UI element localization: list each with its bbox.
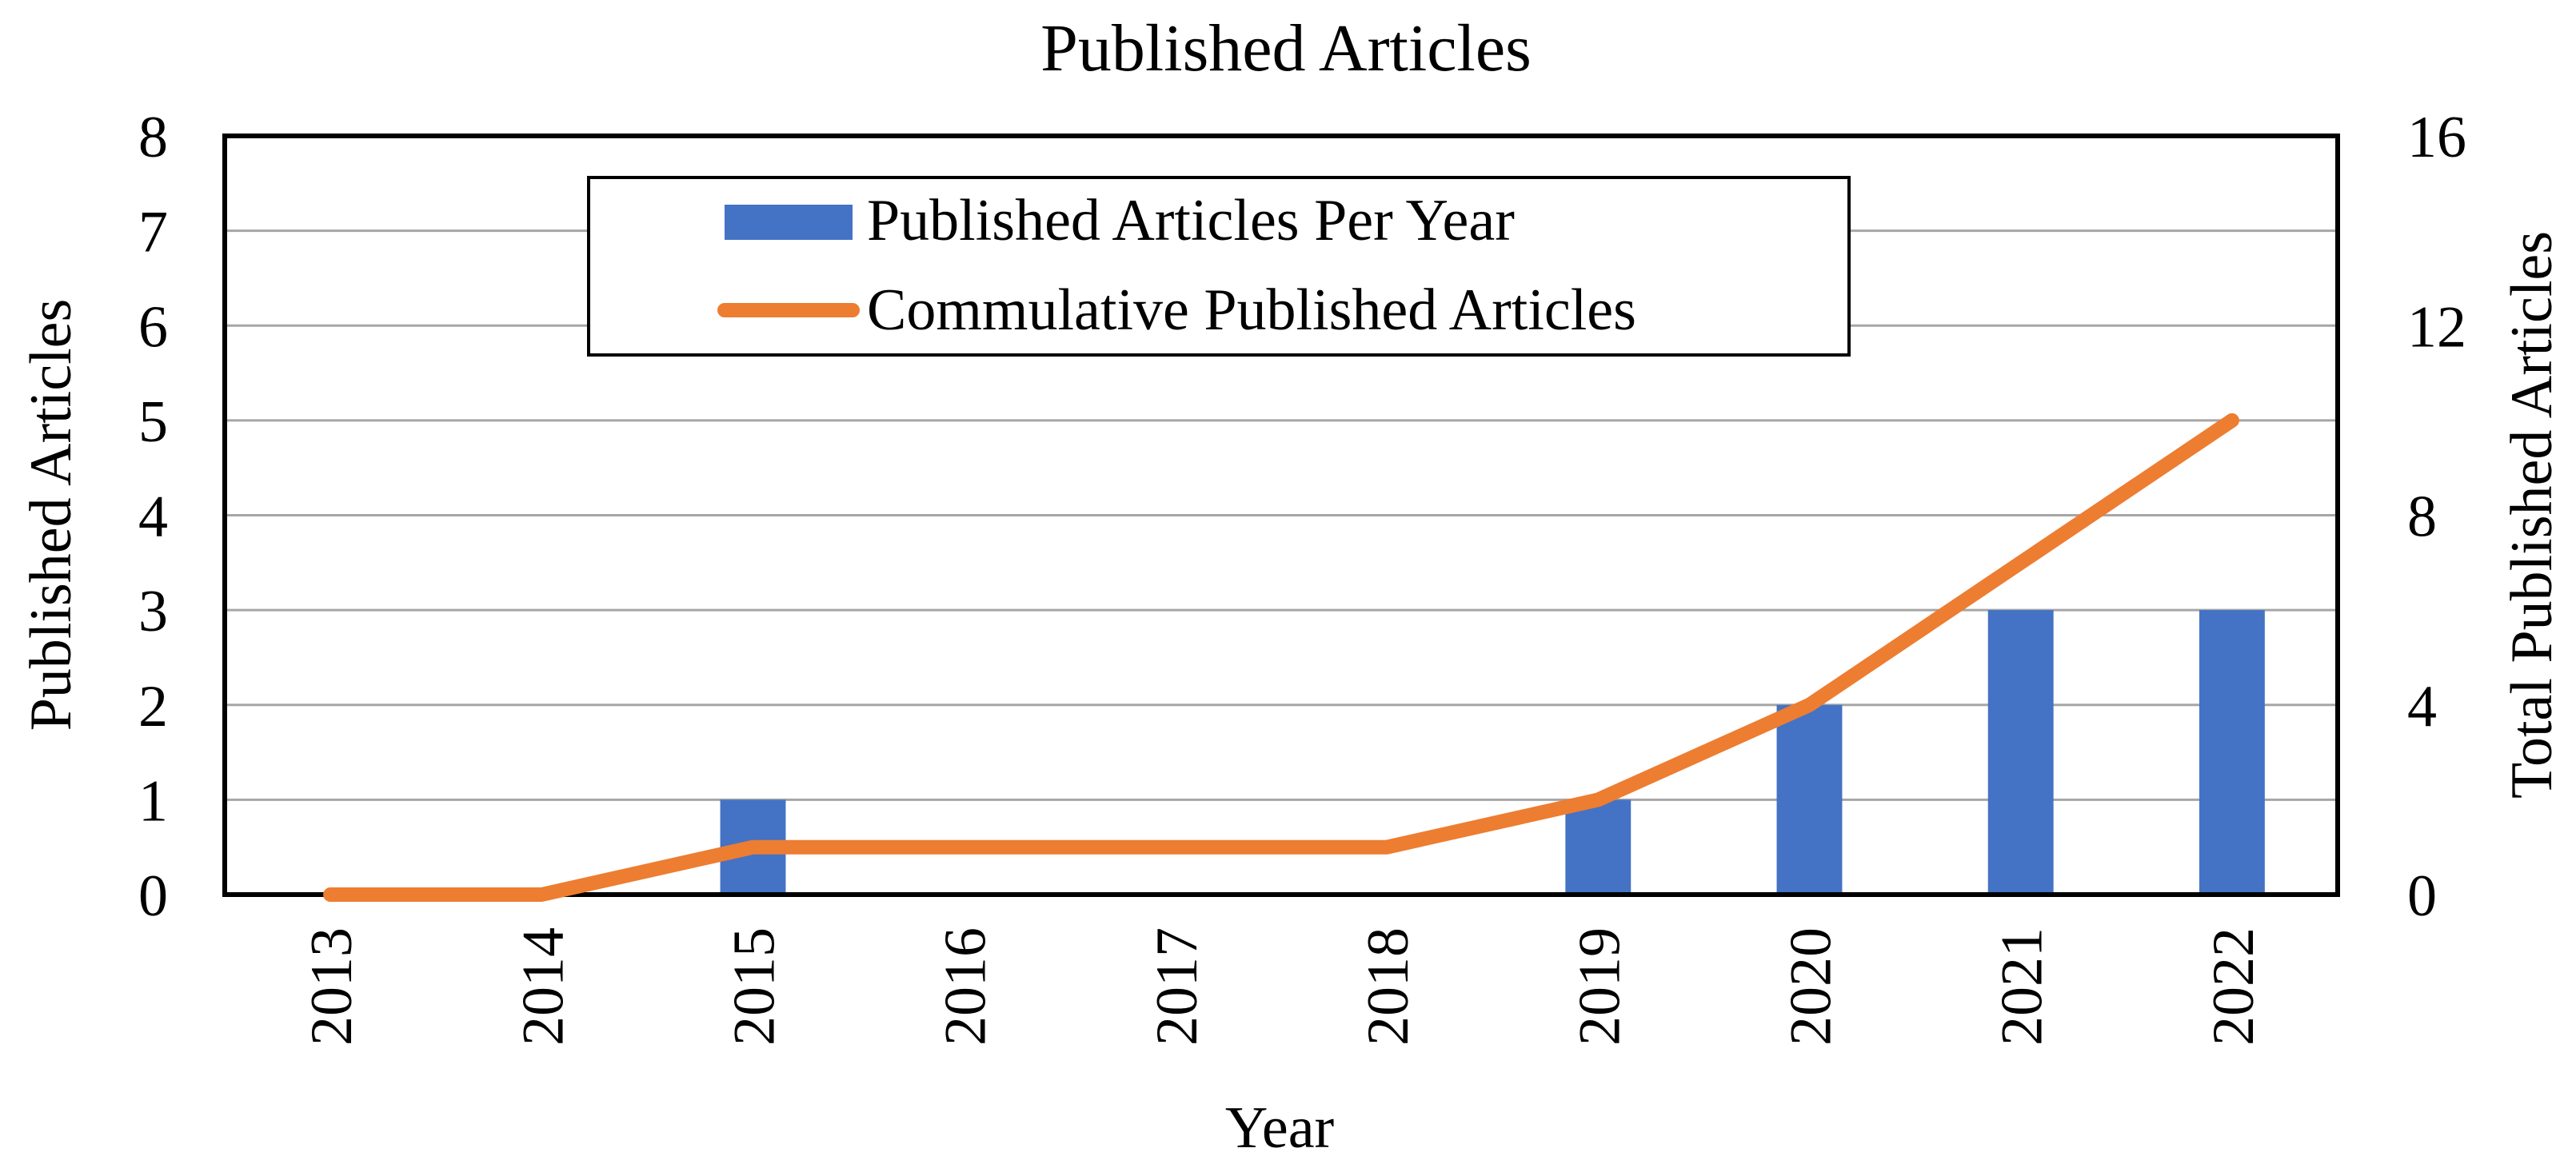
y-tick-label: 8 xyxy=(138,105,168,170)
y-tick-label: 2 xyxy=(138,674,168,739)
legend-swatch-bar xyxy=(725,205,853,240)
line-point-2015 xyxy=(753,847,754,848)
y-tick-label: 1 xyxy=(138,768,168,834)
y-axis-right-ticks: 0 4 8 12 16 xyxy=(2407,105,2466,929)
y2-tick-label: 16 xyxy=(2407,105,2466,170)
bars xyxy=(720,610,2265,895)
y2-axis-label: Total Published Articles xyxy=(2499,231,2565,799)
line-point-2018 xyxy=(1386,847,1388,848)
line-series xyxy=(323,413,2239,902)
y-tick-label: 6 xyxy=(138,294,168,360)
y-tick-label: 7 xyxy=(138,200,168,265)
legend: Published Articles Per Year Commulative … xyxy=(587,176,1851,357)
y2-tick-label: 12 xyxy=(2407,294,2466,360)
bar-2021 xyxy=(1987,610,2054,895)
x-tick-label: 2019 xyxy=(1567,927,1632,1046)
y2-tick-label: 8 xyxy=(2407,484,2437,550)
x-axis-ticks: 2013 2014 2015 2016 2017 2018 2019 2020 2021 2022 xyxy=(299,927,2266,1046)
line-point-2019 xyxy=(1597,799,1599,800)
line-point-2014 xyxy=(541,894,542,895)
y2-tick-label: 4 xyxy=(2407,674,2437,739)
y2-tick-label: 0 xyxy=(2407,863,2437,929)
x-tick-label: 2016 xyxy=(933,927,999,1046)
y-tick-label: 3 xyxy=(138,579,168,644)
bar-2019 xyxy=(1565,799,1631,895)
x-tick-label: 2021 xyxy=(1990,927,2055,1046)
x-tick-label: 2015 xyxy=(722,927,788,1046)
bar-2022 xyxy=(2199,610,2265,895)
x-tick-label: 2013 xyxy=(299,927,365,1046)
x-axis-label: Year xyxy=(1225,1095,1334,1161)
y-tick-label: 4 xyxy=(138,484,168,550)
x-tick-label: 2020 xyxy=(1779,927,1844,1046)
y-axis-label: Published Articles xyxy=(18,299,84,732)
bar-2020 xyxy=(1776,704,1843,895)
x-tick-label: 2014 xyxy=(510,927,576,1046)
line-point-2013 xyxy=(329,894,331,895)
plot-area-border xyxy=(222,134,2340,897)
line-point-2022 xyxy=(2231,420,2233,421)
y-tick-label: 0 xyxy=(138,863,168,929)
line-point-2021 xyxy=(2020,562,2022,564)
legend-label-bar: Published Articles Per Year xyxy=(867,188,1515,253)
x-tick-label: 2018 xyxy=(1356,927,1421,1046)
x-tick-label: 2022 xyxy=(2201,927,2266,1046)
line-point-2016 xyxy=(964,847,965,848)
chart-title: Published Articles xyxy=(1040,11,1532,86)
y-axis-left-ticks: 0 1 2 3 4 5 6 7 8 xyxy=(138,105,168,929)
line-point-2020 xyxy=(1809,704,1811,706)
x-tick-label: 2017 xyxy=(1144,927,1210,1046)
cumulative-line xyxy=(323,413,2239,902)
line-point-2017 xyxy=(1175,847,1176,848)
y-tick-label: 5 xyxy=(138,389,168,455)
legend-label-line: Commulative Published Articles xyxy=(867,277,1636,343)
